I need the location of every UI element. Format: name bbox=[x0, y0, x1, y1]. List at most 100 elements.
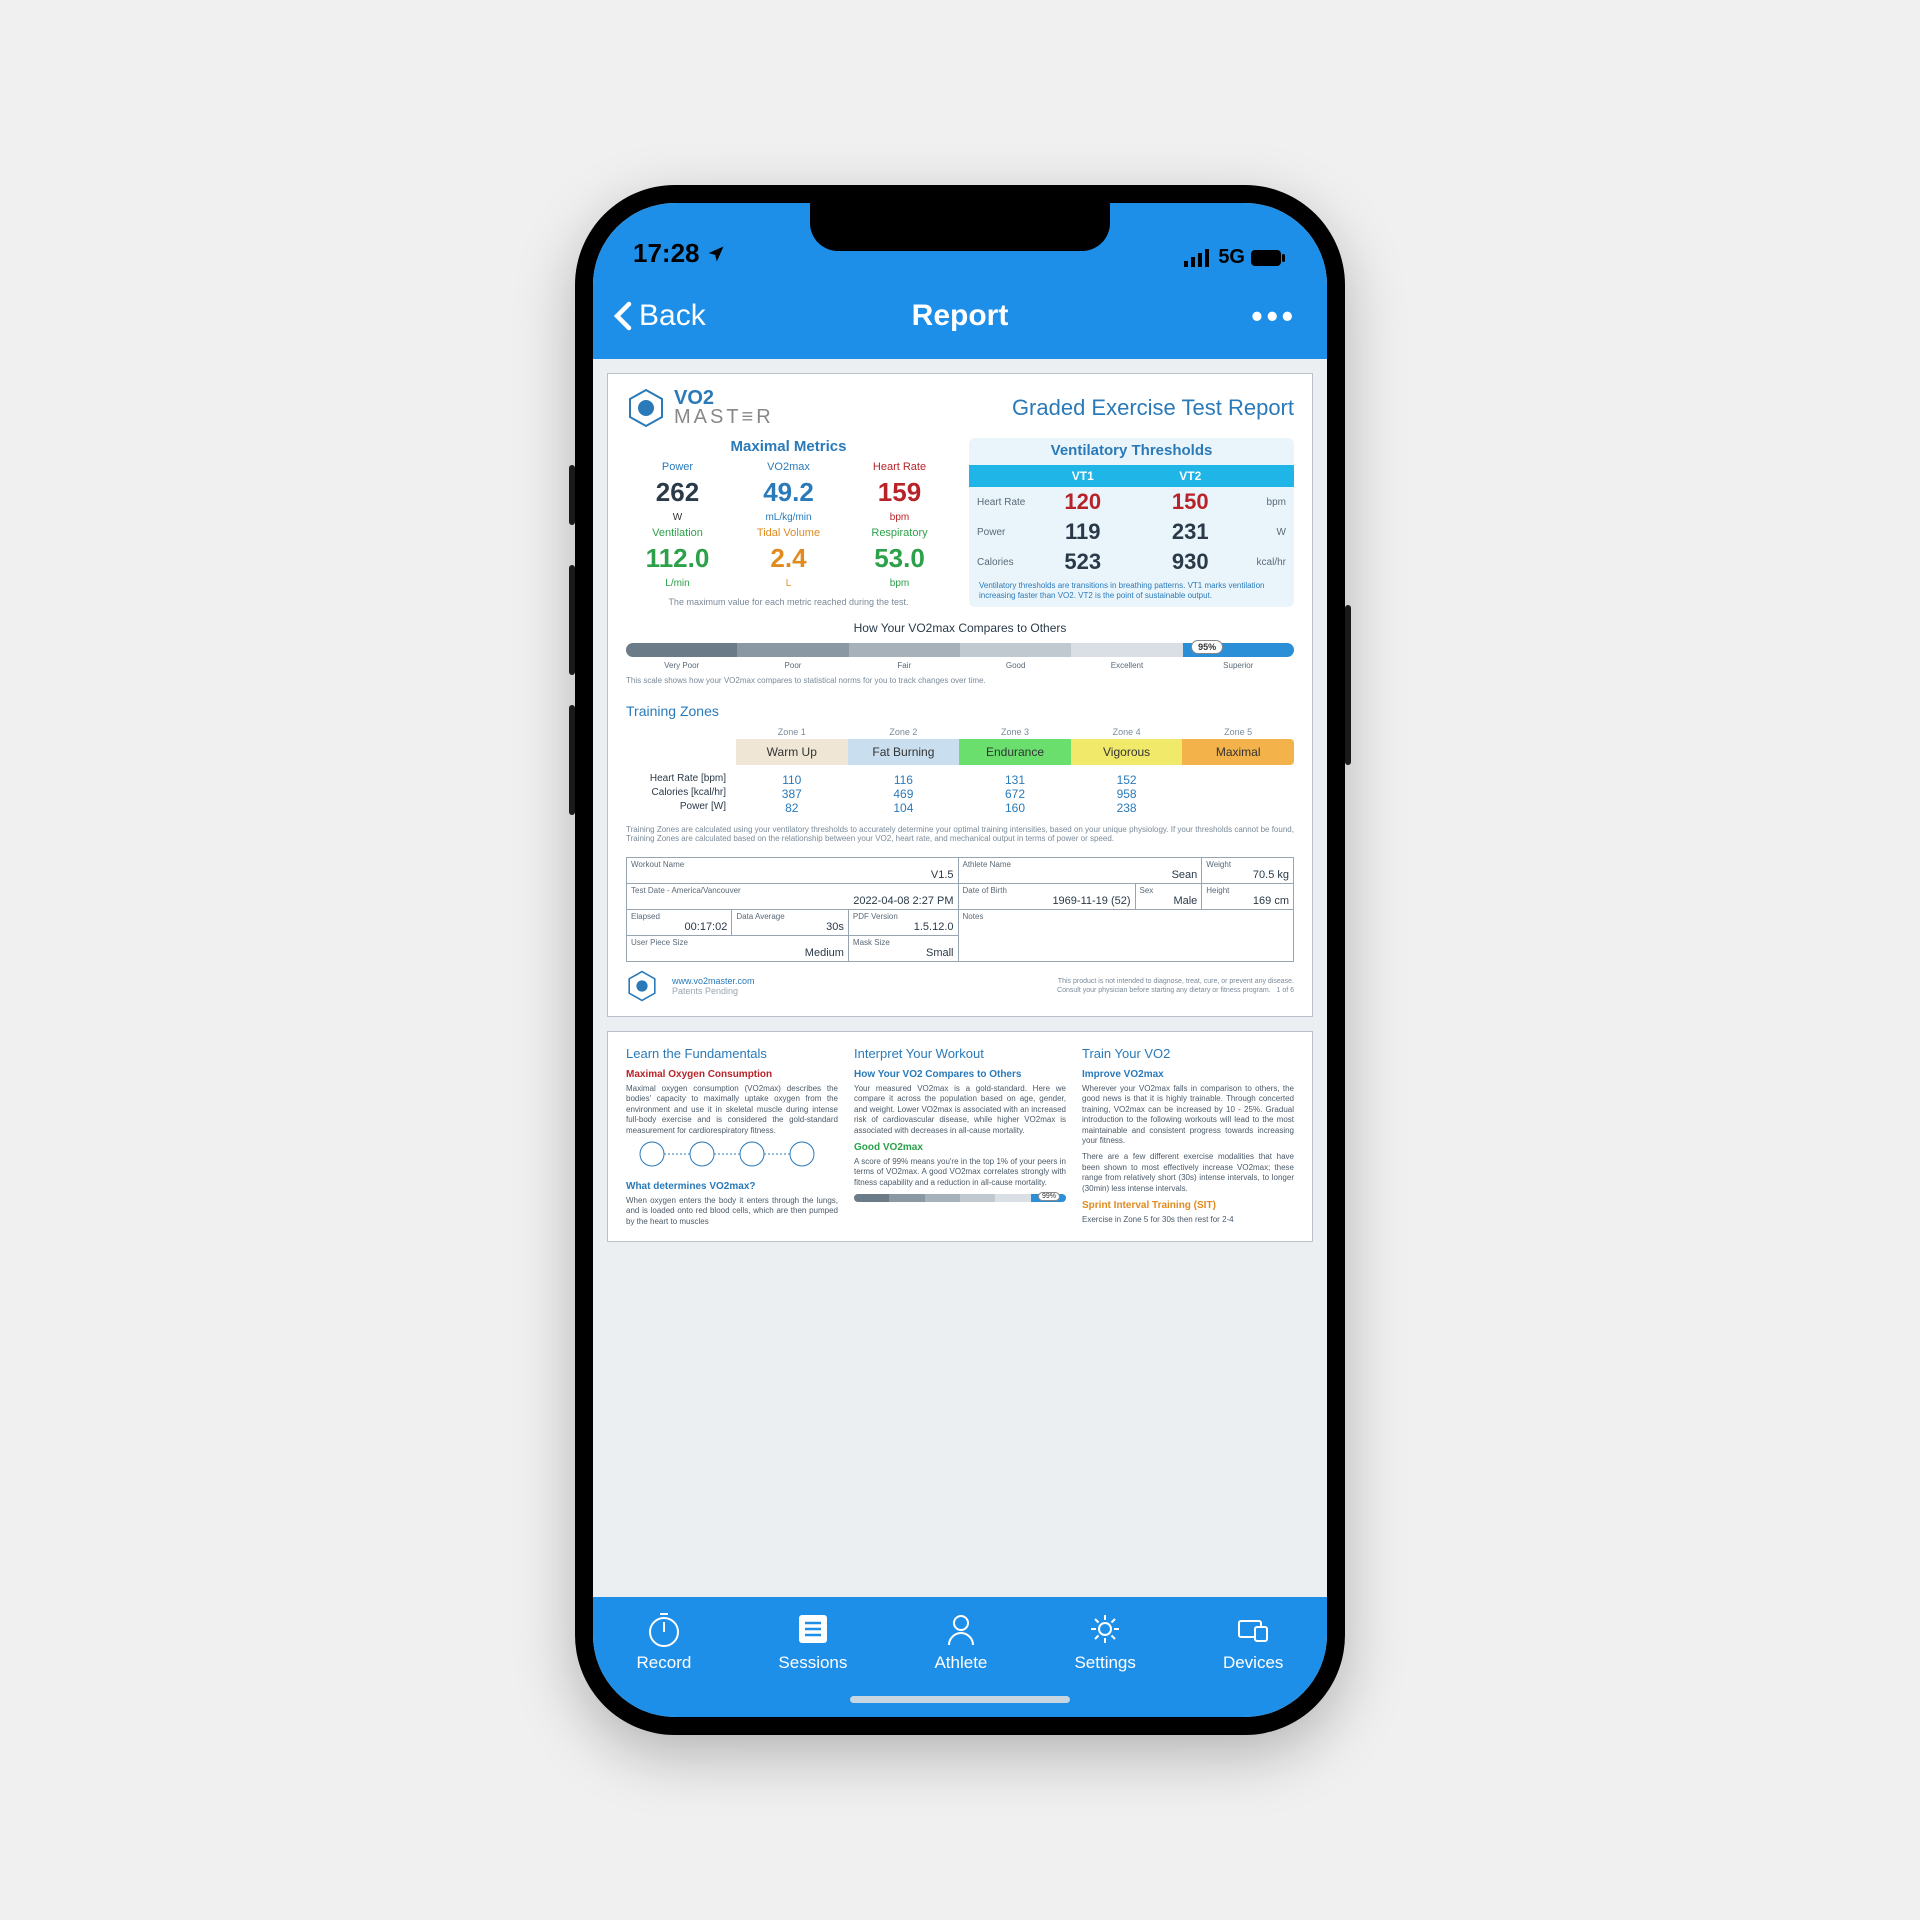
stopwatch-icon bbox=[644, 1609, 684, 1649]
metric-value: 262 bbox=[626, 477, 729, 508]
report-scroll[interactable]: VO2MAST≡R Graded Exercise Test Report Ma… bbox=[593, 359, 1327, 1597]
zones-band: Warm UpFat BurningEnduranceVigorousMaxim… bbox=[626, 739, 1294, 765]
report-footer: www.vo2master.comPatents Pending This pr… bbox=[626, 970, 1294, 1002]
metric-unit: bpm bbox=[848, 512, 951, 523]
disclaimer: This product is not intended to diagnose… bbox=[1057, 977, 1294, 986]
metric-value: 53.0 bbox=[848, 543, 951, 574]
devices-icon bbox=[1233, 1609, 1273, 1649]
tab-label: Athlete bbox=[934, 1653, 987, 1673]
col-text: When oxygen enters the body it enters th… bbox=[626, 1196, 838, 1227]
tab-label: Record bbox=[637, 1653, 692, 1673]
logo-text-bottom: MAST≡R bbox=[674, 408, 774, 427]
training-zones: Training Zones Zone 1Zone 2Zone 3Zone 4Z… bbox=[626, 703, 1294, 843]
vt-row-label: Power bbox=[969, 527, 1029, 538]
tab-settings[interactable]: Settings bbox=[1074, 1609, 1135, 1673]
meta-value: V1.5 bbox=[631, 869, 954, 881]
vent-note: Ventilatory thresholds are transitions i… bbox=[969, 577, 1294, 600]
learn-column: Learn the Fundamentals Maximal Oxygen Co… bbox=[626, 1046, 838, 1227]
footer-patents: Patents Pending bbox=[672, 986, 755, 996]
ventilatory-thresholds: Ventilatory Thresholds VT1 VT2 Heart Rat… bbox=[969, 438, 1294, 607]
nav-bar: Back Report ••• bbox=[593, 273, 1327, 359]
metric-unit: W bbox=[626, 512, 729, 523]
meta-value: 1.5.12.0 bbox=[853, 921, 954, 933]
gear-icon bbox=[1085, 1609, 1125, 1649]
tab-bar: Record Sessions Athlete Settings Devices bbox=[593, 1597, 1327, 1717]
diagram-icon bbox=[626, 1136, 838, 1172]
vt-row-label: Calories bbox=[969, 557, 1029, 568]
tab-label: Sessions bbox=[778, 1653, 847, 1673]
metric-value: 49.2 bbox=[737, 477, 840, 508]
metric-label: VO2max bbox=[737, 461, 840, 473]
vt-value: 523 bbox=[1029, 549, 1137, 575]
meta-value: 30s bbox=[736, 921, 844, 933]
mini-scale bbox=[854, 1194, 1066, 1202]
col-title: Interpret Your Workout bbox=[854, 1046, 1066, 1061]
col-text: Wherever your VO2max falls in comparison… bbox=[1082, 1084, 1294, 1146]
list-icon bbox=[793, 1609, 833, 1649]
mini-marker: 99% bbox=[1038, 1192, 1060, 1201]
col-title: Learn the Fundamentals bbox=[626, 1046, 838, 1061]
col-text: A score of 99% means you're in the top 1… bbox=[854, 1157, 1066, 1188]
home-indicator[interactable] bbox=[850, 1696, 1070, 1703]
metric-unit: bpm bbox=[848, 578, 951, 589]
vt-unit: bpm bbox=[1244, 497, 1294, 508]
col-text: Maximal oxygen consumption (VO2max) desc… bbox=[626, 1084, 838, 1136]
tab-label: Devices bbox=[1223, 1653, 1283, 1673]
footer-url: www.vo2master.com bbox=[672, 976, 755, 986]
page-number: 1 of 6 bbox=[1276, 987, 1294, 994]
meta-value: Male bbox=[1140, 895, 1198, 907]
meta-value: 169 cm bbox=[1206, 895, 1289, 907]
logo: VO2MAST≡R bbox=[626, 388, 774, 428]
zones-note: Training Zones are calculated using your… bbox=[626, 825, 1294, 843]
col-title: Train Your VO2 bbox=[1082, 1046, 1294, 1061]
disclaimer: Consult your physician before starting a… bbox=[1057, 987, 1271, 994]
col-text: There are a few different exercise modal… bbox=[1082, 1152, 1294, 1194]
zone-row: Power [W]82104160238 bbox=[626, 801, 1294, 815]
meta-key: Test Date - America/Vancouver bbox=[631, 886, 954, 895]
col-heading: How Your VO2 Compares to Others bbox=[854, 1069, 1066, 1080]
interpret-column: Interpret Your Workout How Your VO2 Comp… bbox=[854, 1046, 1066, 1227]
logo-icon bbox=[626, 970, 658, 1002]
vt-row-label: Heart Rate bbox=[969, 497, 1029, 508]
zone-row: Heart Rate [bpm]110116131152 bbox=[626, 773, 1294, 787]
train-column: Train Your VO2 Improve VO2max Wherever y… bbox=[1082, 1046, 1294, 1227]
metric-value: 2.4 bbox=[737, 543, 840, 574]
zone-row: Calories [kcal/hr]387469672958 bbox=[626, 787, 1294, 801]
more-button[interactable]: ••• bbox=[1251, 298, 1297, 335]
vt-unit: kcal/hr bbox=[1244, 557, 1294, 568]
logo-icon bbox=[626, 388, 666, 428]
maximal-footnote: The maximum value for each metric reache… bbox=[626, 597, 951, 607]
battery-icon bbox=[1251, 249, 1287, 267]
page-title: Report bbox=[912, 299, 1009, 333]
status-time: 17:28 bbox=[633, 238, 700, 269]
tab-athlete[interactable]: Athlete bbox=[934, 1609, 987, 1673]
metric-unit: L/min bbox=[626, 578, 729, 589]
zones-title: Training Zones bbox=[626, 703, 1294, 719]
metric-label: Tidal Volume bbox=[737, 527, 840, 539]
compare-title: How Your VO2max Compares to Others bbox=[626, 621, 1294, 635]
tab-record[interactable]: Record bbox=[637, 1609, 692, 1673]
metric-label: Ventilation bbox=[626, 527, 729, 539]
back-button[interactable]: Back bbox=[613, 299, 706, 333]
compare-labels: Very PoorPoorFairGoodExcellentSuperior bbox=[626, 661, 1294, 670]
vt-value: 930 bbox=[1137, 549, 1245, 575]
maximal-metrics: Maximal Metrics Power VO2max Heart Rate … bbox=[626, 438, 951, 607]
meta-value: Small bbox=[853, 947, 954, 959]
zones-header: Zone 1Zone 2Zone 3Zone 4Zone 5 bbox=[626, 727, 1294, 737]
col-text: Your measured VO2max is a gold-standard.… bbox=[854, 1084, 1066, 1136]
vt1-header: VT1 bbox=[1029, 469, 1137, 483]
vt-unit: W bbox=[1244, 527, 1294, 538]
metric-label: Respiratory bbox=[848, 527, 951, 539]
vent-title: Ventilatory Thresholds bbox=[969, 442, 1294, 459]
metadata-table: Workout NameV1.5 Athlete NameSean Weight… bbox=[626, 857, 1294, 962]
meta-value: 2022-04-08 2:27 PM bbox=[631, 895, 954, 907]
person-icon bbox=[941, 1609, 981, 1649]
metric-unit: L bbox=[737, 578, 840, 589]
metric-unit: mL/kg/min bbox=[737, 512, 840, 523]
tab-sessions[interactable]: Sessions bbox=[778, 1609, 847, 1673]
meta-value: 00:17:02 bbox=[631, 921, 727, 933]
col-heading: Maximal Oxygen Consumption bbox=[626, 1069, 838, 1080]
tab-devices[interactable]: Devices bbox=[1223, 1609, 1283, 1673]
location-icon bbox=[706, 244, 726, 264]
tab-label: Settings bbox=[1074, 1653, 1135, 1673]
